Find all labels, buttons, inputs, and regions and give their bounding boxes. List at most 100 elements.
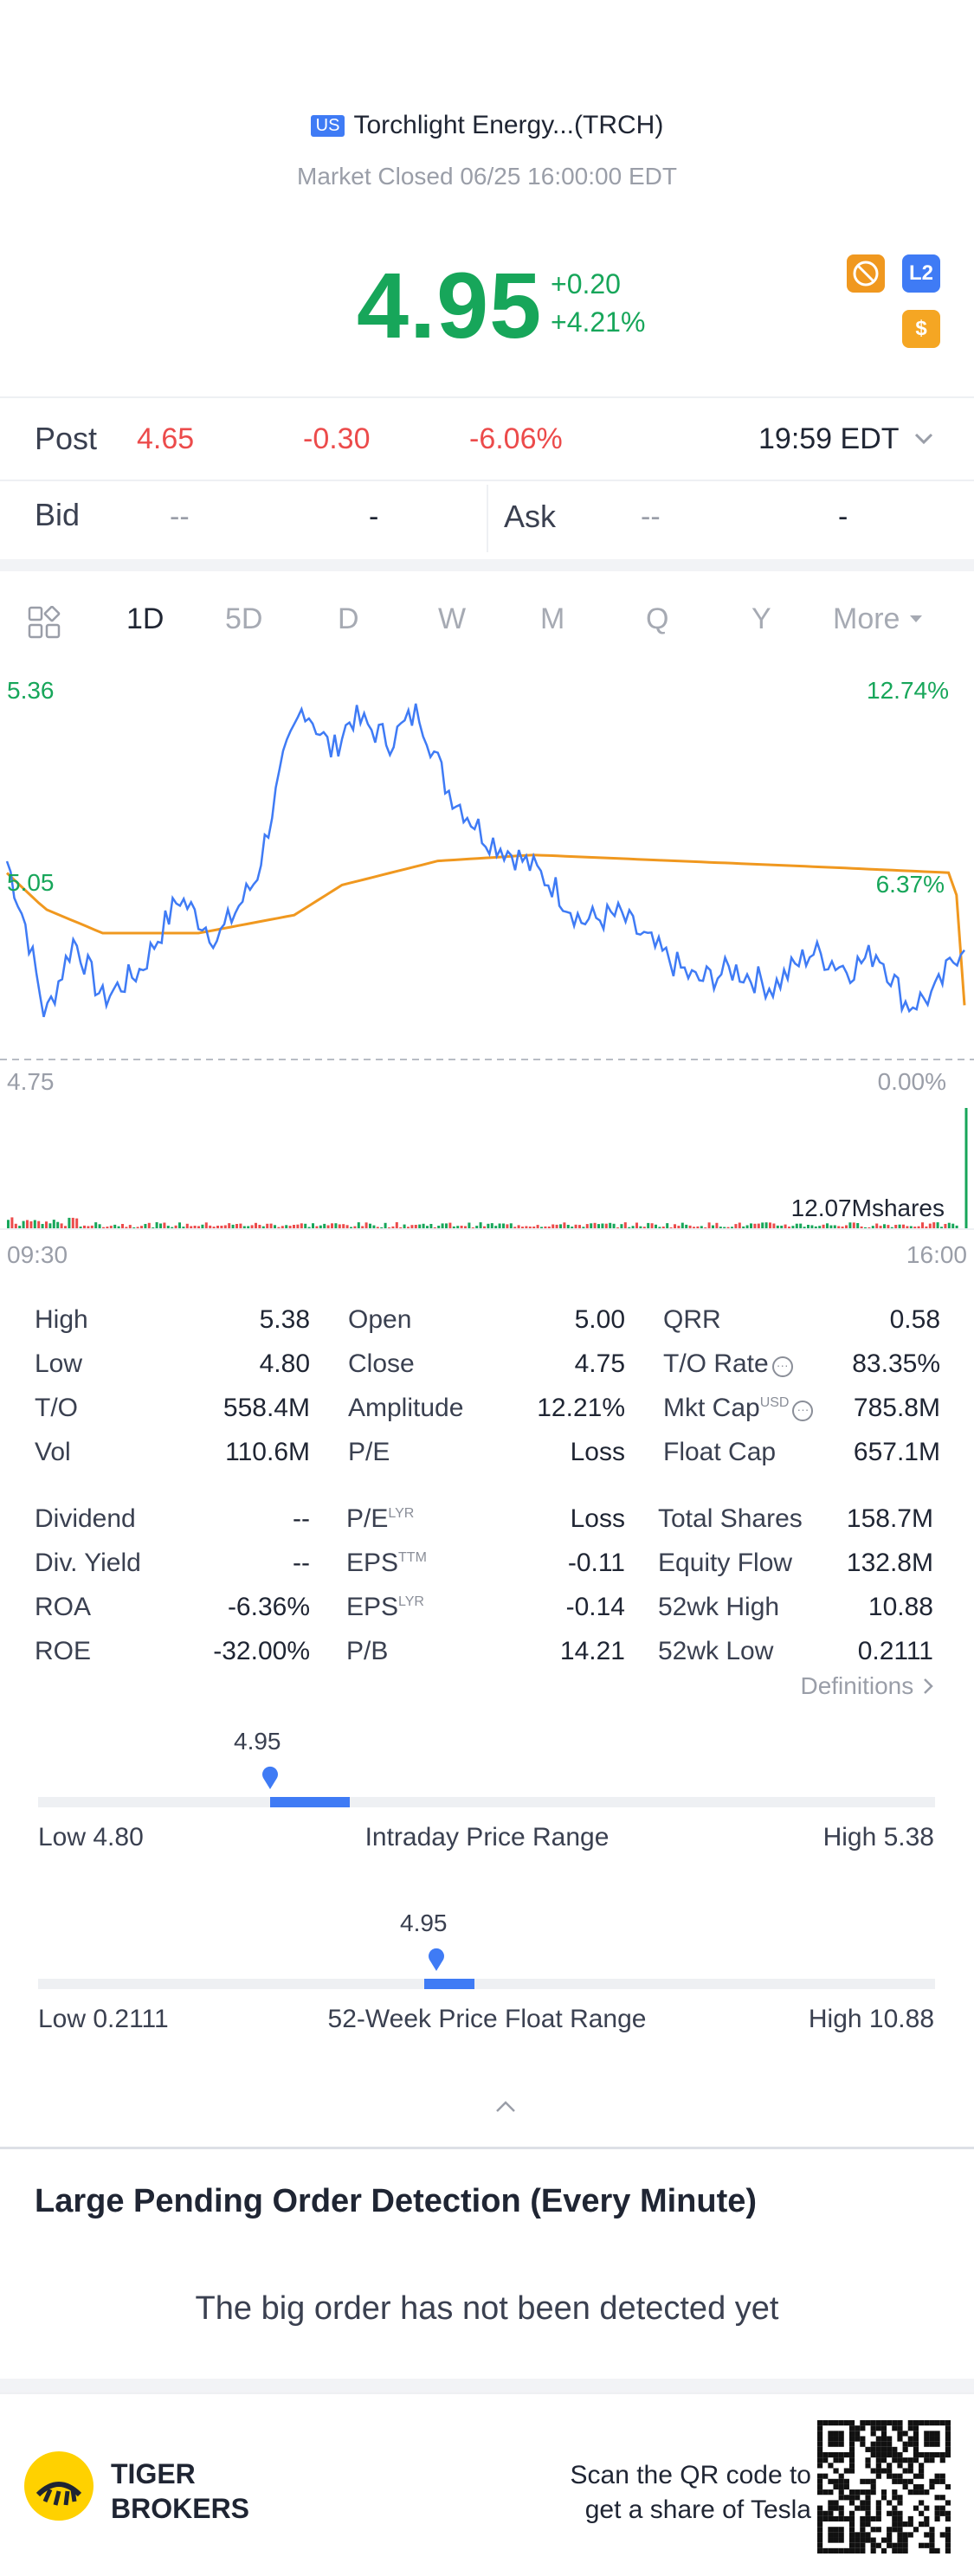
volume-bar xyxy=(947,1222,951,1229)
week52-high: High 10.88 xyxy=(808,2005,934,2033)
volume-bar xyxy=(342,1224,345,1229)
post-price: 4.65 xyxy=(137,422,195,455)
volume-bar xyxy=(369,1223,371,1229)
volume-bar xyxy=(726,1227,730,1229)
stat-label-text: ROA xyxy=(35,1593,92,1621)
l2-icon[interactable]: L2 xyxy=(902,254,940,293)
volume-bar xyxy=(487,1223,490,1229)
volume-bar xyxy=(216,1226,219,1229)
tab-more[interactable]: More xyxy=(833,602,924,636)
volume-bar xyxy=(64,1226,67,1229)
volume-bar xyxy=(277,1227,281,1229)
volume-bar xyxy=(376,1227,379,1229)
stat-label-text: T/O Rate xyxy=(663,1349,769,1378)
y-bot-right: 0.00% xyxy=(877,1068,946,1095)
volume-bar xyxy=(204,1222,208,1229)
divider xyxy=(0,396,974,398)
intraday-marker-icon xyxy=(262,1766,278,1789)
intraday-range-fill xyxy=(270,1797,350,1807)
stat-label-text: Dividend xyxy=(35,1504,136,1533)
stat-label-c2b-1: EPSTTM xyxy=(346,1549,427,1578)
no-trade-icon[interactable] xyxy=(847,254,885,293)
stat-value-c2-3: Loss xyxy=(570,1438,625,1466)
chevron-down-icon[interactable] xyxy=(911,426,937,456)
chart-layout-icon[interactable] xyxy=(28,605,62,645)
definitions-label: Definitions xyxy=(800,1672,914,1699)
qr-code-icon[interactable] xyxy=(817,2420,951,2553)
market-status: Market Closed 06/25 16:00:00 EDT xyxy=(297,163,677,190)
stat-label-text: ROE xyxy=(35,1637,92,1665)
volume-bar xyxy=(574,1224,577,1229)
volume-bar xyxy=(757,1223,760,1229)
price-change-pct: +4.21% xyxy=(551,306,646,338)
y-top-right: 12.74% xyxy=(867,677,949,704)
volume-bar xyxy=(94,1222,98,1229)
pending-orders-empty: The big order has not been detected yet xyxy=(195,2290,779,2327)
volume-bar xyxy=(750,1223,752,1229)
volume-bar xyxy=(807,1225,810,1229)
volume-bar xyxy=(868,1227,871,1229)
volume-bar xyxy=(185,1223,189,1229)
week52-range-fill xyxy=(424,1979,474,1989)
volume-bar xyxy=(696,1226,700,1229)
stat-label-text: Low xyxy=(35,1349,83,1378)
volume-bar xyxy=(33,1220,36,1229)
volume-bar xyxy=(871,1226,874,1229)
volume-bar xyxy=(604,1223,608,1229)
stat-label-text: P/B xyxy=(346,1637,389,1665)
caret-down-icon xyxy=(909,615,922,622)
stat-label-text: P/E xyxy=(348,1438,390,1466)
tab-w[interactable]: W xyxy=(438,602,467,635)
definitions-link[interactable]: Definitions xyxy=(800,1672,936,1700)
chevron-right-icon xyxy=(924,1678,933,1694)
ask-size: - xyxy=(838,500,848,533)
stat-label-c2-1: Close xyxy=(348,1349,415,1379)
volume-bar xyxy=(7,1220,10,1229)
volume-bar xyxy=(475,1226,479,1229)
volume-bar xyxy=(113,1224,117,1229)
volume-bar xyxy=(712,1225,714,1229)
stat-value-c3b-3: 0.2111 xyxy=(857,1637,933,1665)
intraday-chart[interactable] xyxy=(0,667,974,1272)
stock-title[interactable]: US Torchlight Energy...(TRCH) xyxy=(0,111,974,140)
volume-bar xyxy=(620,1224,623,1229)
stat-label-c1-1: Low xyxy=(35,1349,82,1379)
volume-bar xyxy=(171,1227,174,1229)
volume-bar xyxy=(585,1224,589,1229)
volume-bar xyxy=(407,1227,410,1229)
dollar-icon[interactable]: $ xyxy=(902,310,940,348)
stat-label-text: Open xyxy=(348,1305,412,1334)
stat-label-c1b-1: Div. Yield xyxy=(35,1549,141,1578)
info-icon[interactable]: ··· xyxy=(771,1356,793,1377)
tab-1d[interactable]: 1D xyxy=(126,602,164,635)
stat-value-c2-0: 5.00 xyxy=(574,1305,625,1334)
bid-label: Bid xyxy=(35,497,81,532)
volume-bar xyxy=(345,1225,349,1229)
brand-line2: BROKERS xyxy=(111,2493,250,2524)
volume-bar xyxy=(590,1223,593,1229)
collapse-icon[interactable] xyxy=(492,2098,519,2120)
stat-label-c3b-2: 52wk High xyxy=(658,1593,779,1622)
stat-value-c2b-1: -0.11 xyxy=(567,1549,625,1577)
tab-q[interactable]: Q xyxy=(646,602,669,635)
volume-bar xyxy=(566,1225,570,1229)
stat-label-c1b-0: Dividend xyxy=(35,1504,136,1534)
tab-y[interactable]: Y xyxy=(751,602,771,635)
stat-label-c2b-2: EPSLYR xyxy=(346,1593,424,1622)
tab-5d[interactable]: 5D xyxy=(225,602,263,635)
volume-bar xyxy=(898,1224,901,1229)
stat-label-c2-3: P/E xyxy=(348,1438,390,1467)
stat-label-c3b-3: 52wk Low xyxy=(658,1637,773,1666)
volume-bar xyxy=(331,1223,333,1229)
info-icon[interactable]: ··· xyxy=(792,1401,814,1421)
volume-bar xyxy=(220,1226,223,1229)
volume-bar xyxy=(52,1220,55,1229)
section-divider xyxy=(0,2379,974,2392)
volume-bar xyxy=(281,1226,284,1229)
tab-m[interactable]: M xyxy=(540,602,565,635)
tab-d[interactable]: D xyxy=(338,602,359,635)
volume-bar xyxy=(128,1225,132,1229)
post-change: -0.30 xyxy=(303,422,371,455)
stat-label-c2b-0: P/ELYR xyxy=(346,1504,414,1534)
volume-bar xyxy=(201,1224,204,1229)
